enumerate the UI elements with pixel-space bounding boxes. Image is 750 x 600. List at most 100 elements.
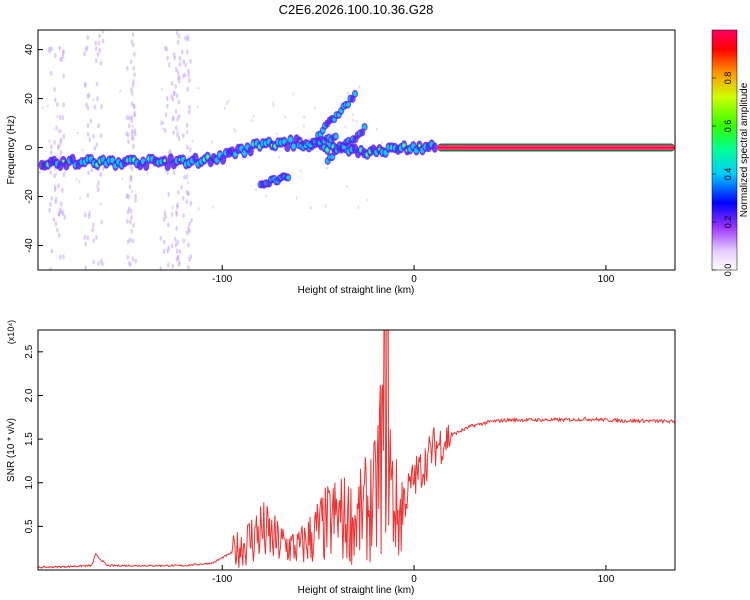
spectrogram-noise-speckle — [53, 173, 56, 179]
spectrogram-noise-speckle — [186, 86, 190, 92]
spectrogram-noise-speckle — [58, 45, 62, 51]
spectrogram-noise-speckle — [90, 167, 93, 173]
spectrogram-noise-speckle — [162, 239, 166, 245]
spectrogram-noise-speckle — [175, 226, 178, 232]
spectrogram-noise-speckle — [166, 169, 169, 175]
spectrogram-noise-speckle — [125, 115, 129, 121]
spectrogram-noise-speckle — [131, 136, 135, 142]
spectrogram-noise-speckle — [185, 174, 189, 180]
spectrogram-noise-speckle — [133, 128, 137, 134]
spectrogram-noise-speckle — [159, 266, 163, 270]
spectrogram-noise-speckle — [131, 32, 135, 38]
spectrogram-noise-speckle — [171, 263, 175, 269]
spectrogram-noise-speckle — [54, 172, 58, 176]
spectrogram-noise-speckle — [171, 205, 174, 209]
spectrogram-noise-speckle — [78, 180, 81, 184]
spectrogram-noise-speckle — [91, 222, 95, 228]
snr-y-tick-label: 2.0 — [24, 388, 35, 402]
spectrogram-noise-speckle — [188, 104, 191, 110]
spectrogram-noise-speckle — [92, 238, 96, 244]
spectrogram-noise-speckle — [95, 81, 99, 87]
spectrogram-noise-speckle — [324, 204, 327, 208]
spectrogram-noise-speckle — [172, 169, 176, 175]
spectrogram-noise-speckle — [125, 65, 129, 71]
spectrogram-noise-speckle — [130, 90, 134, 96]
spectrogram-noise-speckle — [121, 177, 124, 181]
spectrogram-noise-speckle — [100, 219, 103, 225]
spectrogram-noise-speckle — [176, 254, 180, 260]
spectrogram-noise-speckle — [181, 49, 184, 55]
colorbar-tick-label: 0.2 — [723, 216, 733, 229]
spectrogram-y-tick-label: 40 — [24, 44, 35, 56]
spectrogram-noise-speckle — [95, 235, 98, 241]
spectrogram-noise-speckle — [130, 166, 134, 172]
spectrogram-noise-speckle — [174, 84, 178, 90]
spectrogram-noise-speckle — [130, 118, 134, 124]
spectrogram-track-peak — [163, 159, 167, 163]
spectrogram-noise-speckle — [53, 87, 56, 93]
spectrogram-noise-speckle — [58, 254, 62, 260]
spectrogram-noise-speckle — [189, 201, 193, 207]
spectrogram-branch-core — [286, 175, 291, 180]
spectrogram-track-peak — [206, 155, 210, 159]
spectrogram-noise-speckle — [64, 170, 67, 174]
spectrogram-noise-speckle — [182, 238, 186, 244]
spectrogram-noise-speckle — [252, 114, 255, 118]
spectrogram-noise-speckle — [177, 261, 181, 267]
spectrogram-noise-speckle — [49, 70, 53, 76]
spectrogram-noise-speckle — [344, 125, 347, 129]
spectrogram-noise-speckle — [357, 205, 360, 209]
spectrogram-noise-speckle — [134, 193, 137, 199]
spectrogram-track-peak — [325, 148, 329, 152]
spectrogram-noise-speckle — [175, 93, 179, 99]
spectrogram-noise-speckle — [183, 72, 187, 78]
spectrogram-noise-speckle — [366, 198, 369, 202]
colorbar-tick-label: 0.4 — [723, 168, 733, 181]
spectrogram-noise-speckle — [133, 104, 136, 110]
spectrogram-noise-speckle — [380, 140, 384, 145]
spectrogram-noise-speckle — [184, 35, 187, 41]
spectrogram-noise-speckle — [126, 254, 130, 260]
spectrogram-noise-speckle — [175, 30, 179, 36]
spectrogram-noise-speckle — [130, 189, 134, 194]
spectrogram-noise-speckle — [86, 132, 90, 138]
snr-frame — [37, 329, 676, 571]
spectrogram-track-core — [110, 157, 115, 164]
spectrogram-noise-speckle — [160, 88, 164, 92]
spectrogram-noise-speckle — [97, 40, 101, 46]
spectrogram-y-tick-label: 20 — [24, 93, 35, 105]
spectrogram-x-label: Height of straight line (km) — [298, 285, 415, 296]
spectrogram-noise-speckle — [170, 211, 174, 217]
spectrogram-x-tick-label: -100 — [212, 274, 232, 285]
spectrogram-noise-speckle — [176, 130, 179, 134]
spectrogram-noise-speckle — [197, 86, 200, 90]
snr-y-tick-label: 2.5 — [24, 344, 35, 358]
spectrogram-noise-speckle — [93, 104, 97, 110]
spectrogram-noise-speckle — [84, 241, 87, 247]
spectrogram-noise-speckle — [177, 33, 181, 39]
spectrogram-noise-speckle — [48, 139, 51, 143]
spectrogram-noise-speckle — [126, 209, 130, 215]
spectrogram-noise-speckle — [53, 52, 57, 58]
spectrogram-noise-speckle — [97, 123, 100, 129]
spectrogram-noise-speckle — [197, 207, 201, 211]
spectrogram-noise-speckle — [128, 184, 132, 190]
spectrogram-noise-speckle — [185, 230, 189, 236]
snr-y-scale-label: (x10⁴) — [6, 320, 16, 344]
spectrogram-noise-speckle — [92, 133, 95, 139]
spectrogram-noise-speckle — [97, 180, 100, 186]
spectrogram-noise-speckle — [100, 104, 103, 110]
spectrogram-noise-speckle — [127, 139, 130, 145]
spectrogram-noise-speckle — [167, 192, 171, 198]
snr-x-label: Height of straight line (km) — [298, 585, 415, 596]
spectrogram-noise-speckle — [183, 174, 186, 180]
spectrogram-noise-speckle — [176, 39, 180, 45]
spectrogram-noise-speckle — [162, 248, 166, 254]
spectrogram-noise-speckle — [196, 105, 199, 109]
spectrogram-noise-speckle — [126, 218, 129, 224]
spectrogram-noise-speckle — [63, 214, 67, 220]
spectrogram-noise-speckle — [133, 72, 136, 78]
spectrogram-noise-speckle — [99, 202, 102, 206]
spectrogram-noise-speckle — [61, 187, 64, 193]
spectrogram-track-blob — [284, 141, 291, 153]
